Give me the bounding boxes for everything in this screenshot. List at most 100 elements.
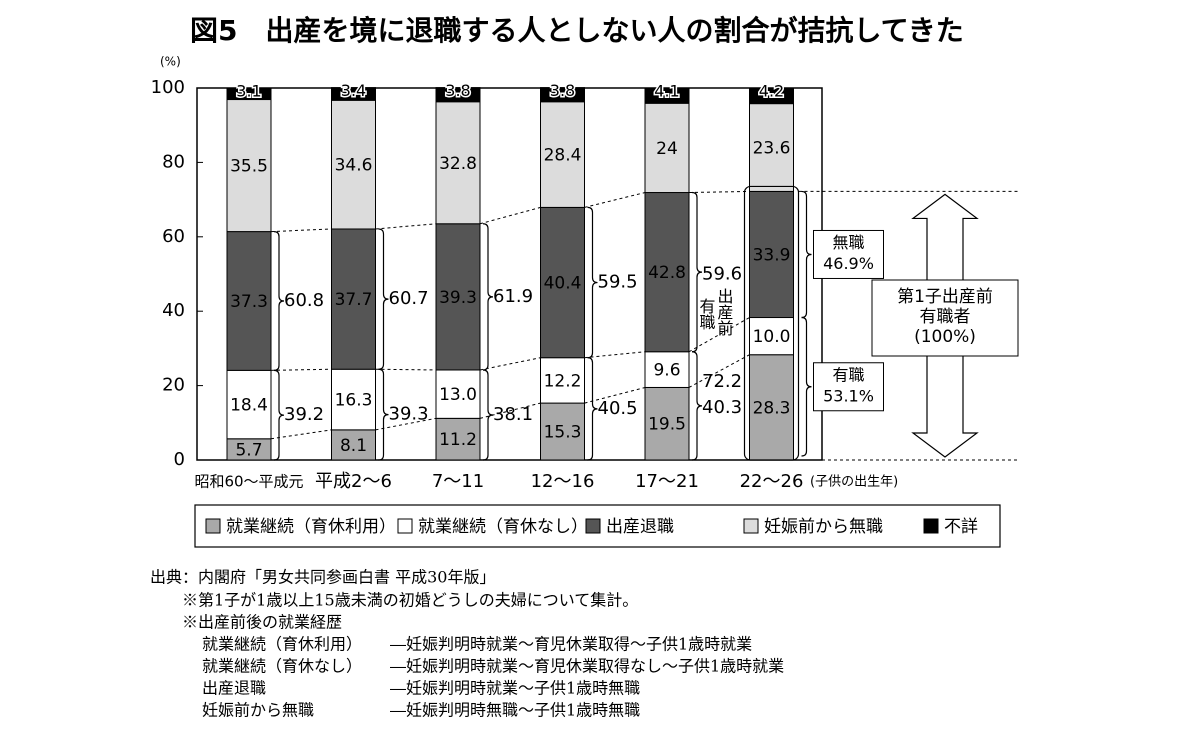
legend-swatch	[205, 518, 221, 534]
brace	[273, 369, 285, 461]
value-label: 28.4	[544, 146, 582, 166]
legend-label: 不詳	[944, 517, 978, 537]
x-tick-label: 22～26	[740, 471, 804, 492]
value-label: 3.8	[550, 81, 575, 100]
bar-segment	[749, 354, 794, 461]
bar-segment	[331, 87, 376, 101]
connector-line	[584, 386, 646, 404]
brace-label: 72.2	[702, 371, 742, 392]
bar-segment	[435, 417, 481, 461]
value-label: 4.2	[759, 82, 784, 101]
brace-label: 59.5	[598, 272, 638, 293]
vertical-label: 有職	[697, 298, 716, 330]
brace	[691, 351, 703, 461]
value-label: 5.7	[235, 440, 262, 460]
source: 出典：内閣府「男女共同参画白書 平成30年版」	[150, 568, 495, 587]
note-label: 有職	[832, 365, 864, 384]
bar-segment	[435, 101, 481, 225]
value-label: 3.1	[236, 82, 261, 101]
brace-label: 60.7	[389, 288, 429, 309]
definition-text: ―妊娠判明時就業～育児休業取得なし～子供1歳時就業	[390, 657, 784, 676]
connector-line	[270, 228, 332, 233]
value-label: 37.7	[335, 290, 373, 310]
note-box	[813, 229, 884, 279]
bar-segment	[226, 231, 272, 371]
y-tick-label: 80	[162, 151, 185, 172]
bar-segment	[644, 87, 690, 104]
value-label: 42.8	[648, 263, 686, 283]
note-value: 46.9%	[823, 254, 874, 273]
bar-segment	[644, 351, 690, 388]
value-label: 23.6	[753, 139, 791, 159]
definition-text: ―妊娠判明時就業～育児休業取得～子供1歳時就業	[390, 635, 752, 654]
y-tick-label: 60	[162, 226, 185, 247]
value-label: 12.2	[544, 371, 582, 391]
brace	[691, 191, 703, 353]
value-label: 8.1	[340, 436, 367, 456]
bar-segment	[540, 402, 585, 461]
y-tick-label: 100	[151, 77, 185, 98]
connector-line	[479, 206, 541, 225]
legend-label: 就業継続（育休利用）	[226, 517, 396, 537]
legend-label: 出産退職	[606, 517, 674, 537]
bar-segment	[644, 192, 690, 353]
legend-label: 就業継続（育休なし）	[418, 517, 588, 537]
x-tick-label: 12～16	[531, 471, 595, 492]
definition-text: ―妊娠判明時就業～子供1歳時無職	[390, 679, 640, 698]
value-label: 40.4	[544, 274, 582, 294]
definition-text: ―妊娠判明時無職～子供1歳時無職	[390, 701, 640, 720]
value-label: 32.8	[439, 154, 477, 174]
legend-swatch	[397, 518, 413, 534]
brace-label: 39.2	[284, 404, 324, 425]
note: ※第1子が1歳以上15歳未満の初婚どうしの夫婦について集計。	[182, 591, 638, 610]
y-tick-label: 40	[162, 300, 185, 321]
note: ※出産前後の就業経歴	[182, 613, 342, 632]
brace	[482, 369, 494, 461]
value-label: 35.5	[230, 157, 268, 177]
brace	[378, 368, 389, 461]
bar-segment	[226, 87, 272, 101]
brace	[482, 223, 494, 371]
bar-bracket	[743, 185, 800, 461]
definition-term: 妊娠前から無職	[202, 701, 314, 720]
bar-segment	[749, 87, 794, 105]
value-label: 19.5	[648, 415, 686, 435]
connector-line	[479, 402, 541, 419]
connector-line	[584, 351, 646, 359]
bar-segment	[331, 368, 376, 431]
brace-label: 60.8	[284, 290, 324, 311]
x-tick-label: 17～21	[635, 471, 699, 492]
note-box	[871, 279, 1019, 357]
value-label: 15.3	[544, 423, 582, 443]
brace-label: 40.3	[702, 397, 742, 418]
bar-segment	[749, 190, 794, 319]
bar-segment	[540, 357, 585, 404]
brace-label: 38.1	[493, 404, 533, 425]
bracket-note: (100%)	[914, 327, 976, 347]
bar-segment	[540, 87, 585, 103]
bar-segment	[331, 228, 376, 370]
brace-label: 40.5	[598, 398, 638, 419]
value-label: 11.2	[439, 430, 477, 450]
value-label: 13.0	[439, 385, 477, 405]
value-label: 34.6	[335, 156, 373, 176]
definition-term: 出産退職	[202, 679, 266, 698]
connector-line	[584, 192, 646, 208]
bar-segment	[435, 369, 481, 419]
chart-title: 図5 出産を境に退職する人としない人の割合が拮抗してきた	[190, 14, 964, 47]
y-tick-label: 0	[174, 449, 185, 470]
connector-line	[375, 223, 437, 230]
bracket-note: 有職者	[920, 307, 971, 327]
x-note: (子供の出生年)	[810, 475, 898, 490]
value-label: 4.1	[654, 82, 679, 101]
legend-swatch	[923, 518, 939, 534]
bar-segment	[331, 99, 376, 230]
brace	[273, 230, 285, 371]
y-tick-label: 20	[162, 375, 185, 396]
legend-swatch	[585, 518, 601, 534]
x-tick-label: 平成2～6	[315, 471, 392, 492]
value-label: 28.3	[753, 398, 791, 418]
connector-line	[270, 368, 332, 371]
